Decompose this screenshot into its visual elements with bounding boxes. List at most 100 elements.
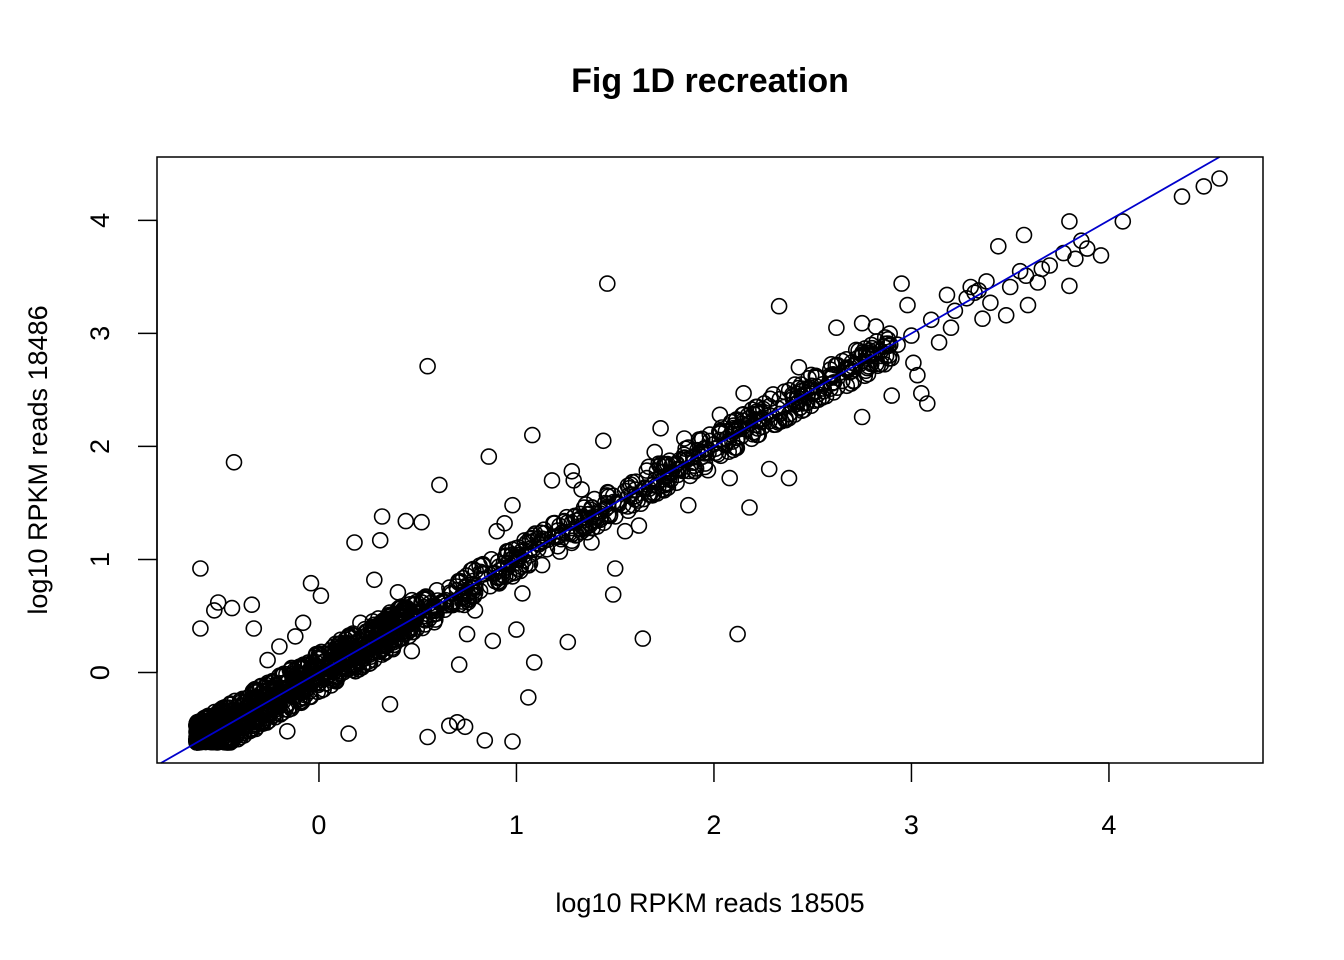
data-point bbox=[806, 392, 824, 410]
data-point bbox=[707, 440, 724, 458]
data-point bbox=[749, 412, 767, 429]
data-point bbox=[559, 633, 577, 651]
data-point bbox=[455, 596, 473, 614]
data-point bbox=[324, 643, 342, 660]
data-point bbox=[260, 712, 278, 730]
data-point bbox=[393, 629, 411, 646]
data-point bbox=[588, 518, 606, 535]
data-point bbox=[1067, 250, 1084, 268]
data-point bbox=[1015, 226, 1033, 244]
data-point bbox=[760, 460, 778, 478]
data-point bbox=[827, 357, 845, 374]
data-point bbox=[223, 599, 241, 617]
data-point bbox=[883, 387, 901, 404]
data-point bbox=[213, 720, 230, 738]
data-point bbox=[207, 706, 225, 723]
data-point bbox=[302, 574, 320, 592]
data-point bbox=[876, 329, 894, 346]
data-point bbox=[790, 358, 808, 376]
data-point bbox=[191, 730, 209, 747]
data-point bbox=[606, 560, 624, 577]
data-point bbox=[480, 448, 498, 465]
data-point bbox=[741, 499, 758, 516]
data-point bbox=[312, 587, 330, 605]
data-point bbox=[270, 697, 288, 715]
data-point bbox=[677, 452, 695, 469]
data-point bbox=[312, 682, 330, 699]
data-point bbox=[847, 355, 864, 373]
chart-title: Fig 1D recreation bbox=[571, 62, 849, 100]
data-point bbox=[652, 419, 669, 437]
data-point bbox=[275, 665, 293, 683]
data-point bbox=[946, 302, 964, 320]
y-tick-label: 4 bbox=[85, 213, 115, 228]
data-point bbox=[657, 474, 675, 492]
data-point bbox=[510, 560, 528, 578]
data-point bbox=[247, 691, 265, 708]
data-point bbox=[476, 732, 494, 749]
data-point bbox=[526, 525, 544, 542]
x-tick-label: 4 bbox=[1101, 810, 1116, 840]
data-point bbox=[565, 508, 583, 526]
data-point bbox=[727, 412, 744, 429]
data-point bbox=[189, 713, 206, 731]
x-tick-label: 0 bbox=[311, 810, 326, 840]
data-point bbox=[893, 275, 910, 292]
data-point bbox=[942, 319, 960, 337]
x-axis-label: log10 RPKM reads 18505 bbox=[555, 888, 864, 918]
data-point bbox=[523, 426, 541, 444]
data-point bbox=[372, 620, 390, 637]
data-point bbox=[421, 594, 439, 612]
data-point bbox=[828, 319, 845, 337]
data-point bbox=[365, 571, 383, 589]
data-point bbox=[982, 294, 999, 312]
data-point bbox=[380, 633, 398, 650]
data-point bbox=[635, 490, 653, 508]
data-point bbox=[400, 627, 418, 645]
data-point bbox=[1114, 213, 1132, 230]
data-point bbox=[389, 583, 407, 601]
data-point bbox=[770, 297, 788, 315]
data-point bbox=[655, 456, 673, 474]
data-point bbox=[259, 651, 276, 669]
data-point bbox=[397, 512, 415, 530]
data-point bbox=[413, 513, 430, 531]
data-point bbox=[604, 586, 622, 603]
data-point bbox=[780, 469, 798, 487]
data-point bbox=[456, 718, 474, 736]
data-point bbox=[533, 556, 551, 574]
data-point bbox=[294, 614, 312, 632]
data-point bbox=[777, 410, 794, 427]
data-point bbox=[488, 522, 506, 540]
data-point bbox=[225, 453, 243, 471]
data-point bbox=[724, 421, 741, 439]
data-point bbox=[786, 406, 804, 423]
data-point bbox=[545, 514, 562, 532]
data-point bbox=[383, 609, 401, 627]
data-point bbox=[403, 642, 421, 660]
data-point bbox=[853, 314, 871, 332]
data-point bbox=[448, 713, 466, 731]
data-point bbox=[339, 659, 357, 677]
data-point bbox=[692, 432, 709, 449]
data-point bbox=[718, 430, 735, 448]
data-point bbox=[881, 347, 898, 364]
x-tick-label: 3 bbox=[904, 810, 919, 840]
data-point bbox=[458, 625, 476, 643]
data-point bbox=[679, 496, 697, 514]
data-point bbox=[504, 733, 521, 750]
data-point bbox=[623, 486, 641, 503]
data-points bbox=[188, 170, 1228, 751]
data-point bbox=[431, 594, 449, 612]
data-point bbox=[728, 411, 745, 428]
data-point bbox=[336, 635, 354, 653]
data-point bbox=[853, 408, 871, 426]
data-point bbox=[244, 713, 261, 730]
data-point bbox=[525, 654, 543, 671]
data-point bbox=[655, 477, 673, 494]
data-point bbox=[192, 560, 209, 577]
data-point bbox=[322, 677, 340, 694]
data-point bbox=[327, 672, 344, 690]
data-point bbox=[880, 337, 897, 355]
data-point bbox=[922, 311, 940, 329]
